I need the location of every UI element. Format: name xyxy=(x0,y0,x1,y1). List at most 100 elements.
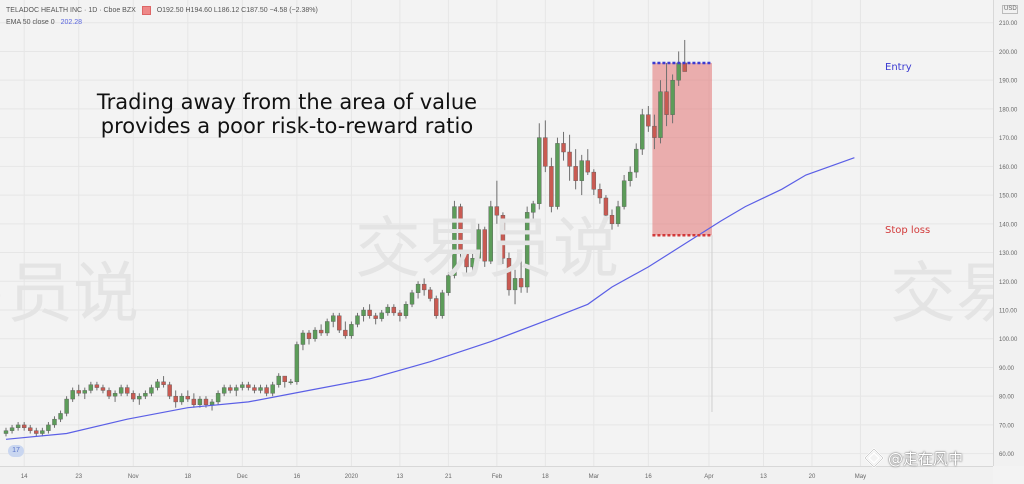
candle xyxy=(9,424,15,434)
time-tick-label: May xyxy=(855,474,866,480)
symbol-name[interactable]: TELADOC HEALTH INC · 1D · Cboe BZX xyxy=(6,7,136,15)
watermark-badge: @走在风中 xyxy=(864,444,963,472)
candle-body xyxy=(531,203,536,213)
candle xyxy=(318,324,324,336)
candle-body xyxy=(349,324,354,337)
candle-body xyxy=(179,395,184,403)
candle xyxy=(476,223,481,262)
candle xyxy=(246,381,251,391)
candle xyxy=(258,384,263,394)
candle xyxy=(373,312,378,325)
candle xyxy=(46,422,51,434)
candle-body xyxy=(64,398,69,414)
candle-body xyxy=(385,306,390,314)
candle-body xyxy=(615,206,621,225)
candle xyxy=(106,387,112,400)
candle-body xyxy=(609,214,615,225)
currency-label[interactable]: USD xyxy=(1002,5,1018,14)
candle-body xyxy=(21,424,27,428)
candle-body xyxy=(94,384,100,388)
candle-body xyxy=(482,229,487,262)
candle xyxy=(652,114,657,150)
time-axis[interactable]: 14 23 Nov 18 Dec 16 2020 13 21 Feb 18 Mar 16 Apr 13 20 M… xyxy=(0,466,993,484)
candle xyxy=(500,212,506,265)
price-tick-label: 130.00 xyxy=(999,251,1018,257)
candle-body xyxy=(488,206,493,262)
candle xyxy=(549,157,554,213)
candle-body xyxy=(524,212,530,288)
candle xyxy=(221,384,227,397)
candle-body xyxy=(118,387,124,394)
candle xyxy=(609,209,615,230)
candle xyxy=(682,39,687,72)
candle xyxy=(312,327,318,342)
candle-body xyxy=(167,384,172,397)
candle-body xyxy=(173,395,178,403)
candle xyxy=(646,106,651,132)
candle xyxy=(543,120,548,173)
tradingview-logo-icon[interactable]: 17 xyxy=(8,445,24,457)
candle-body xyxy=(434,298,439,316)
candle-body xyxy=(3,430,9,434)
candle-body xyxy=(597,189,603,199)
ema-label[interactable]: EMA 50 close 0 xyxy=(6,19,55,26)
candle-body xyxy=(112,393,118,397)
candle-body xyxy=(100,387,106,391)
candle-body xyxy=(15,424,21,428)
candle-body xyxy=(288,381,294,384)
candle xyxy=(464,249,469,273)
candle-body xyxy=(652,125,657,138)
price-axis[interactable]: 60.00 70.00 80.00 90.00 100.00 110.00 120.00 13… xyxy=(993,0,1024,466)
candle-body xyxy=(658,91,663,138)
candle xyxy=(34,427,39,437)
candle xyxy=(240,381,245,391)
price-tick-label: 150.00 xyxy=(999,194,1018,200)
candle-body xyxy=(403,304,409,316)
price-axis-ticks: 60.00 70.00 80.00 90.00 100.00 110.00 120.00 13… xyxy=(999,21,1018,458)
price-tick-label: 200.00 xyxy=(999,50,1018,56)
candle xyxy=(409,289,415,308)
price-tick-label: 80.00 xyxy=(999,395,1015,401)
candle xyxy=(264,384,269,397)
candle xyxy=(597,183,603,204)
candle-body xyxy=(215,393,221,403)
candle-body xyxy=(428,289,433,299)
price-tick-label: 140.00 xyxy=(999,222,1018,228)
candle xyxy=(506,252,512,296)
candle-body xyxy=(415,283,421,293)
candle xyxy=(94,381,100,391)
time-tick-label: 14 xyxy=(21,474,28,480)
candle xyxy=(434,295,439,319)
candle xyxy=(440,289,445,319)
candle xyxy=(3,427,9,437)
candle xyxy=(573,149,578,190)
annotation-line-2: provides a poor risk-to-reward ratio xyxy=(100,114,474,138)
candle xyxy=(179,393,184,405)
candle-body xyxy=(494,206,500,216)
candle-body xyxy=(579,160,584,181)
candle-body xyxy=(294,344,300,383)
candle-body xyxy=(373,315,378,319)
chart-annotation: Trading away from the area of value prov… xyxy=(62,90,512,138)
candle-body xyxy=(397,312,403,316)
candles-layer xyxy=(3,39,687,437)
candle xyxy=(112,390,118,402)
candle xyxy=(428,287,433,302)
ema-value: 202.28 xyxy=(60,19,83,26)
candle-body xyxy=(306,332,312,339)
candle-body xyxy=(240,384,245,388)
candle-body xyxy=(318,329,324,334)
candle-body xyxy=(664,91,669,115)
candle-body xyxy=(591,171,597,190)
candle-body xyxy=(282,375,287,383)
candle-body xyxy=(76,390,81,394)
candle xyxy=(403,301,409,319)
stop-loss-label: Stop loss xyxy=(885,225,931,236)
candle-body xyxy=(361,309,366,316)
candle xyxy=(40,427,45,437)
time-tick-label: 20 xyxy=(809,474,816,480)
color-swatch-icon[interactable] xyxy=(141,6,151,15)
candle xyxy=(555,137,560,210)
candle xyxy=(670,74,675,124)
time-tick-label: 18 xyxy=(542,474,549,480)
